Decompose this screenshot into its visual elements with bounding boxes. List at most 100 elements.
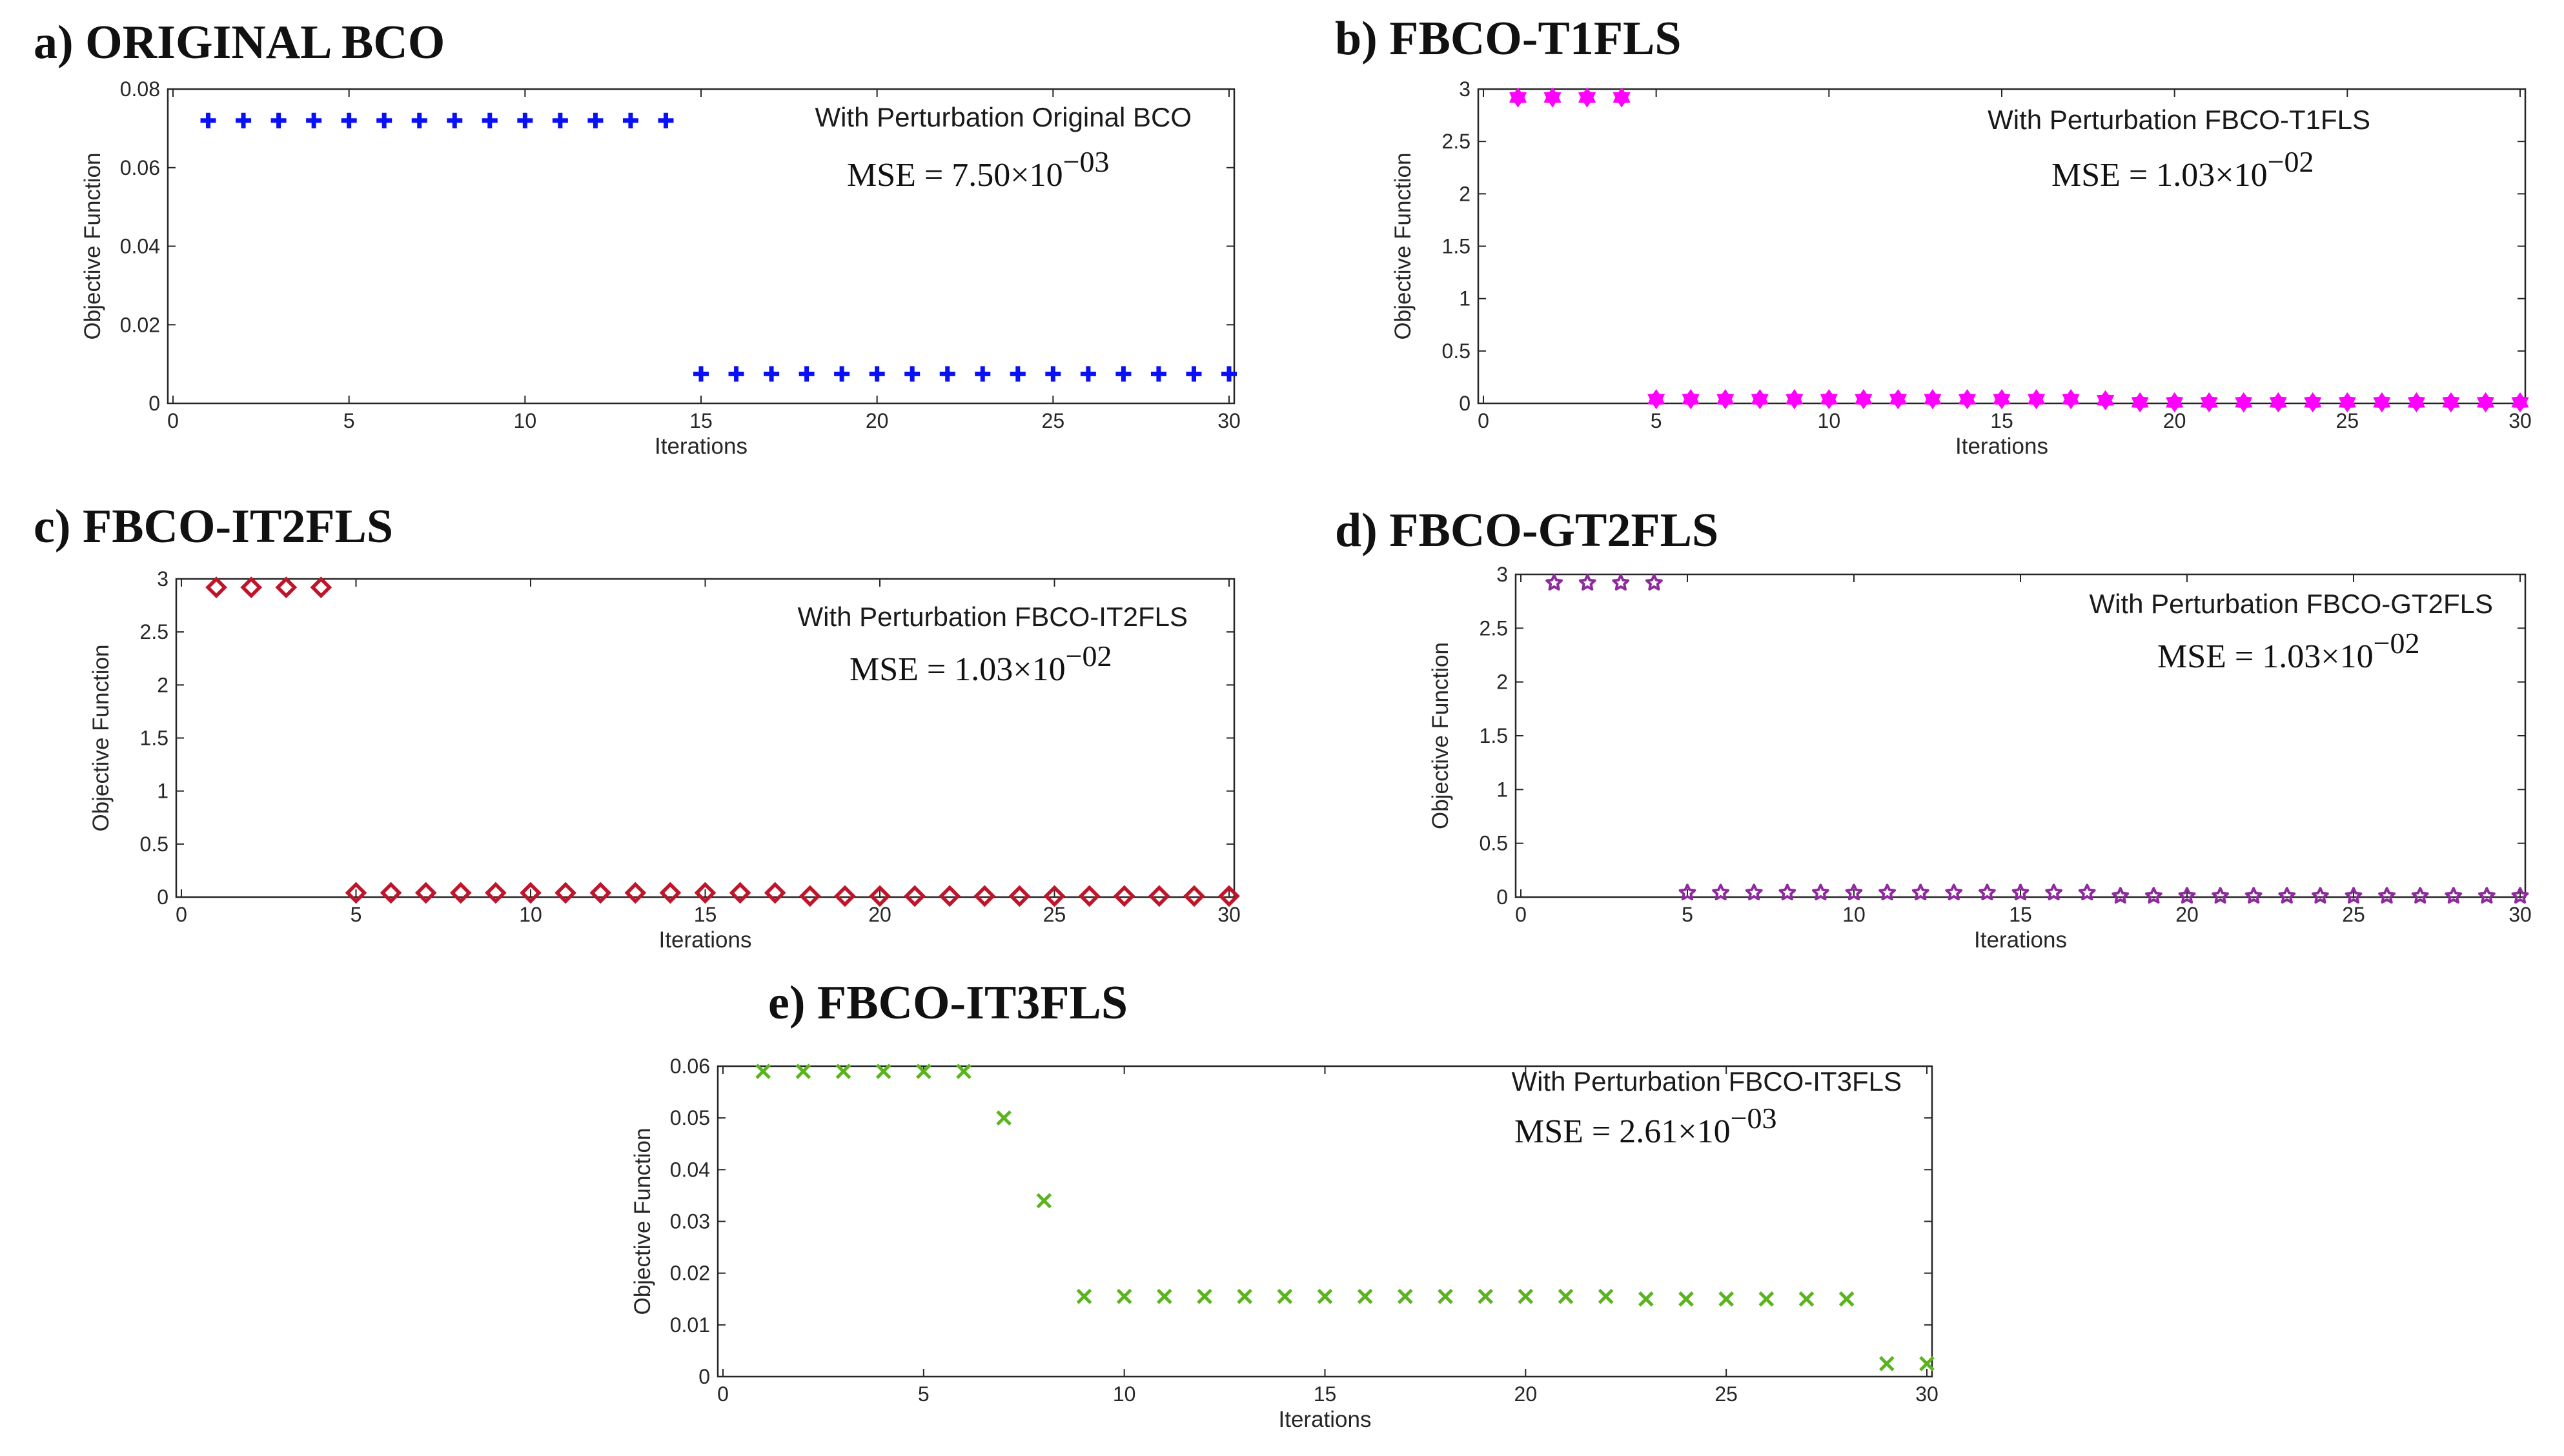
legend-label-a: With Perturbation Original BCO bbox=[815, 102, 1192, 132]
panel-title-d: d) FBCO-GT2FLS bbox=[1335, 504, 1718, 557]
y-tick-label-d: 3 bbox=[1496, 563, 1508, 586]
data-point-a bbox=[939, 366, 955, 382]
data-point-e bbox=[1116, 1288, 1132, 1304]
mse-value-b: MSE = 1.03×10 bbox=[2051, 157, 2268, 194]
data-point-b bbox=[2407, 392, 2426, 413]
data-point-e bbox=[1718, 1291, 1735, 1307]
x-axis-label-a: Iterations bbox=[655, 434, 748, 459]
data-point-b bbox=[1509, 87, 1527, 108]
series-a bbox=[200, 112, 1237, 382]
data-point-a bbox=[1080, 366, 1096, 382]
data-point-b bbox=[2511, 392, 2529, 413]
data-point-a bbox=[869, 366, 885, 382]
x-tick-label-b: 0 bbox=[1478, 409, 1489, 432]
x-tick-label-d: 30 bbox=[2508, 903, 2532, 926]
data-point-a bbox=[552, 112, 568, 128]
mse-exponent-b: −02 bbox=[2268, 145, 2314, 178]
data-point-d bbox=[1911, 884, 1929, 900]
mse-exponent-d: −02 bbox=[2374, 627, 2420, 660]
legend-label-e: With Perturbation FBCO-IT3FLS bbox=[1511, 1066, 1902, 1097]
data-point-e bbox=[1798, 1291, 1815, 1307]
data-point-d bbox=[1712, 884, 1729, 900]
x-tick-label-c: 15 bbox=[694, 903, 717, 926]
data-point-e bbox=[1397, 1288, 1413, 1304]
data-point-c bbox=[275, 576, 298, 599]
data-point-c bbox=[1043, 885, 1066, 907]
data-point-e bbox=[1919, 1356, 1935, 1371]
mse-exponent-e: −03 bbox=[1731, 1102, 1777, 1135]
series-d bbox=[1545, 574, 2529, 904]
y-axis-label-b: Objective Function bbox=[1390, 153, 1416, 340]
data-point-c bbox=[1183, 885, 1205, 907]
data-point-d bbox=[1578, 574, 1596, 591]
data-point-e bbox=[1678, 1291, 1694, 1307]
y-tick-label-c: 1 bbox=[157, 780, 168, 803]
data-point-d bbox=[1778, 884, 1796, 900]
x-tick-label-a: 15 bbox=[689, 409, 713, 432]
y-tick-label-a: 0.02 bbox=[120, 313, 160, 336]
data-point-b bbox=[2235, 392, 2253, 413]
data-point-c bbox=[310, 576, 332, 599]
data-point-c bbox=[729, 882, 751, 904]
data-point-c bbox=[973, 885, 996, 907]
data-point-e bbox=[1518, 1288, 1534, 1304]
data-point-c bbox=[939, 885, 961, 907]
panel-title-e: e) FBCO-IT3FLS bbox=[768, 976, 1128, 1029]
data-point-d bbox=[2111, 887, 2130, 904]
data-point-b bbox=[2131, 392, 2149, 413]
x-tick-label-c: 10 bbox=[519, 903, 542, 926]
data-point-b bbox=[1578, 87, 1596, 108]
data-point-a bbox=[658, 112, 674, 128]
y-axis-label-d: Objective Function bbox=[1428, 642, 1453, 829]
data-point-b bbox=[2200, 392, 2218, 413]
data-point-a bbox=[1150, 366, 1166, 382]
data-point-b bbox=[2442, 392, 2460, 413]
data-point-c bbox=[694, 882, 717, 904]
data-point-d bbox=[2011, 884, 2030, 900]
data-point-e bbox=[1838, 1291, 1855, 1307]
y-tick-label-d: 2.5 bbox=[1480, 616, 1508, 640]
data-point-a bbox=[622, 112, 638, 128]
series-e bbox=[755, 1064, 1935, 1371]
x-tick-label-b: 5 bbox=[1651, 409, 1662, 432]
data-point-b bbox=[2166, 392, 2184, 413]
data-point-e bbox=[1317, 1288, 1333, 1304]
data-point-d bbox=[2244, 887, 2263, 904]
plot-area-c bbox=[175, 578, 1236, 898]
y-tick-label-c: 0.5 bbox=[140, 833, 168, 856]
data-point-d bbox=[2312, 887, 2329, 904]
data-point-a bbox=[975, 366, 991, 382]
x-tick-label-b: 20 bbox=[2163, 409, 2186, 432]
data-point-a bbox=[587, 112, 604, 128]
data-point-b bbox=[2062, 389, 2080, 410]
legend-label-d: With Perturbation FBCO-GT2FLS bbox=[2089, 589, 2493, 619]
data-point-e bbox=[1758, 1291, 1775, 1307]
x-tick-label-e: 10 bbox=[1113, 1382, 1136, 1406]
data-point-c bbox=[1113, 885, 1135, 907]
panel-title-a: a) ORIGINAL BCO bbox=[34, 16, 445, 69]
y-tick-label-a: 0.08 bbox=[120, 77, 160, 101]
data-point-a bbox=[1010, 366, 1026, 382]
x-tick-label-b: 30 bbox=[2508, 409, 2532, 432]
data-point-b bbox=[1855, 389, 1873, 410]
plot-area-b bbox=[1477, 88, 2527, 405]
x-tick-label-a: 30 bbox=[1217, 409, 1241, 432]
x-tick-label-b: 15 bbox=[1990, 409, 2013, 432]
panel-e: e) FBCO-IT3FLS 0 0.01 0.02 0.03 0.04 0.05 0.06 0… bbox=[630, 976, 1938, 1432]
panel-a: a) ORIGINAL BCO 0 0.02 0.04 0.06 0.08 0 5 10 15 20… bbox=[34, 16, 1241, 459]
data-point-e bbox=[1438, 1288, 1453, 1304]
x-tick-label-d: 20 bbox=[2175, 903, 2199, 926]
data-point-d bbox=[2345, 887, 2363, 904]
data-point-a bbox=[236, 112, 252, 128]
data-point-a bbox=[1186, 366, 1202, 382]
data-point-e bbox=[915, 1064, 931, 1079]
mse-value-c: MSE = 1.03×10 bbox=[850, 651, 1066, 688]
data-point-c bbox=[659, 882, 682, 904]
x-axis-label-c: Iterations bbox=[659, 927, 752, 953]
x-tick-label-a: 10 bbox=[514, 409, 537, 432]
plot-area-d bbox=[1514, 573, 2527, 898]
y-tick-label-d: 2 bbox=[1496, 671, 1508, 694]
data-point-c bbox=[414, 882, 437, 904]
